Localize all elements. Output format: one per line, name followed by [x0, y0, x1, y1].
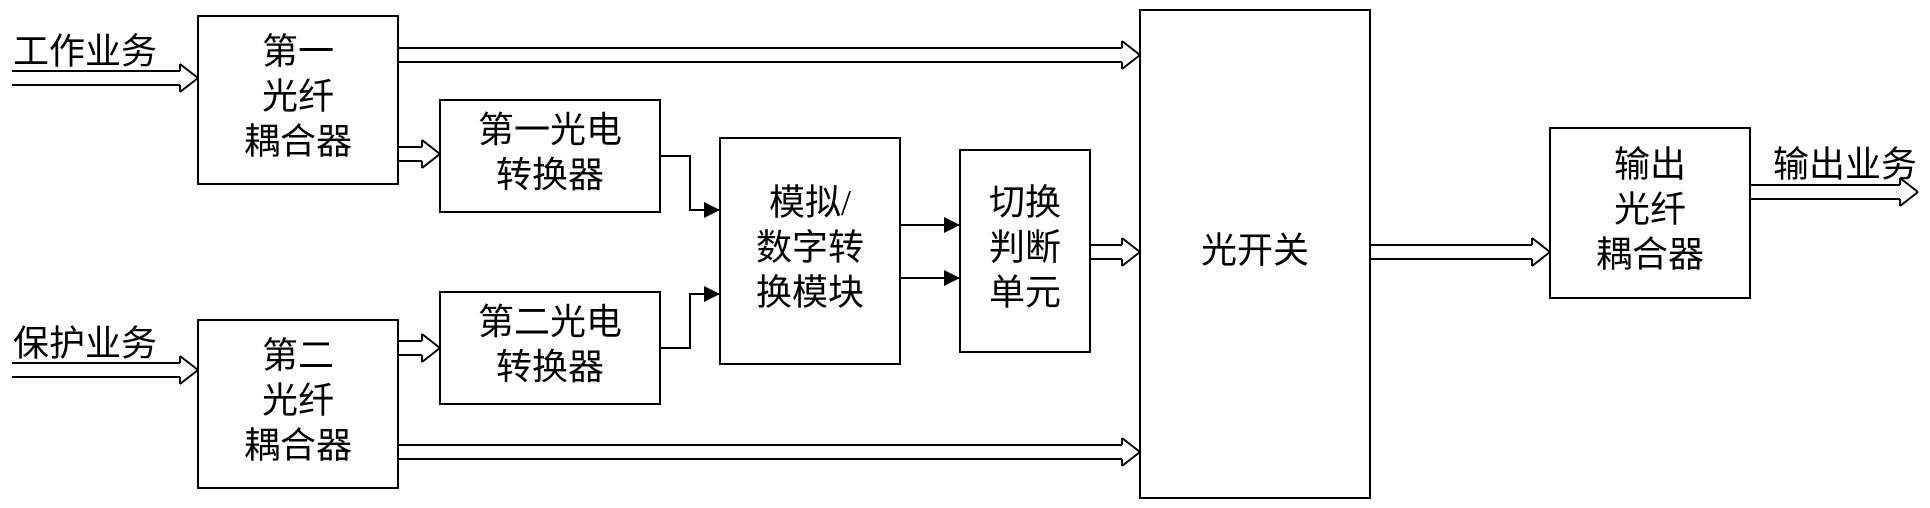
arrow-sc-to-conv2-head-bot	[422, 348, 440, 362]
arrow-sc-to-switch-head-bot	[1122, 452, 1140, 466]
arrow-sc-to-conv2-head-top	[422, 334, 440, 348]
judge-label-line0: 切换	[989, 182, 1061, 222]
first_coupler-label-line2: 耦合器	[244, 121, 352, 161]
first_conv-label-line0: 第一光电	[478, 110, 622, 150]
out_coupler-label-line0: 输出	[1614, 144, 1686, 184]
adc-label-line2: 换模块	[756, 272, 864, 312]
out_coupler-label-line2: 耦合器	[1596, 234, 1704, 274]
arrow-sc-to-switch-head-top	[1122, 438, 1140, 452]
arrow-conv1-to-adc-shaft	[660, 156, 720, 210]
arrow-fc-to-conv1-head-top	[422, 140, 440, 154]
judge-label-line2: 单元	[989, 272, 1061, 312]
arrow-switch-to-out-head-top	[1532, 238, 1550, 252]
second_conv-label-line0: 第二光电	[478, 302, 622, 342]
arrow-adc-to-judge-1-head	[944, 217, 960, 233]
adc-label-line1: 数字转	[756, 227, 864, 267]
judge-label-line1: 判断	[989, 227, 1061, 267]
arrow-fc-to-conv1-head-bot	[422, 154, 440, 168]
arrow-conv2-to-adc-head	[704, 286, 720, 302]
arrow-switch-to-out-head-bot	[1532, 252, 1550, 266]
out_coupler-label-line1: 光纤	[1614, 189, 1686, 229]
arrow-conv1-to-adc-head	[704, 202, 720, 218]
arrow-conv2-to-adc-shaft	[660, 294, 720, 348]
second_coupler-label-line1: 光纤	[262, 380, 334, 420]
protect_in-label: 保护业务	[13, 323, 157, 363]
arrow-judge-to-switch-head-bot	[1122, 252, 1140, 266]
second_coupler-label-line0: 第二	[262, 335, 334, 375]
arrow-protect-in-head-top	[180, 356, 198, 370]
first_coupler-label-line1: 光纤	[262, 76, 334, 116]
arrow-fc-to-switch-head-top	[1122, 41, 1140, 55]
output-label: 输出业务	[1773, 144, 1917, 184]
arrow-fc-to-switch-head-bot	[1122, 55, 1140, 69]
arrow-judge-to-switch-head-top	[1122, 238, 1140, 252]
arrow-protect-in-head-bot	[180, 370, 198, 384]
work_in-label: 工作业务	[13, 31, 157, 71]
adc-label-line0: 模拟/	[769, 182, 851, 222]
first_coupler-label-line0: 第一	[262, 31, 334, 71]
first_conv-label-line1: 转换器	[496, 155, 604, 195]
switch-label-line0: 光开关	[1201, 230, 1309, 270]
arrow-adc-to-judge-2-head	[944, 270, 960, 286]
second_coupler-label-line2: 耦合器	[244, 425, 352, 465]
arrow-out-head-bot	[1900, 192, 1918, 206]
arrow-work-in-head-top	[180, 64, 198, 78]
second_conv-label-line1: 转换器	[496, 347, 604, 387]
arrow-work-in-head-bot	[180, 78, 198, 92]
